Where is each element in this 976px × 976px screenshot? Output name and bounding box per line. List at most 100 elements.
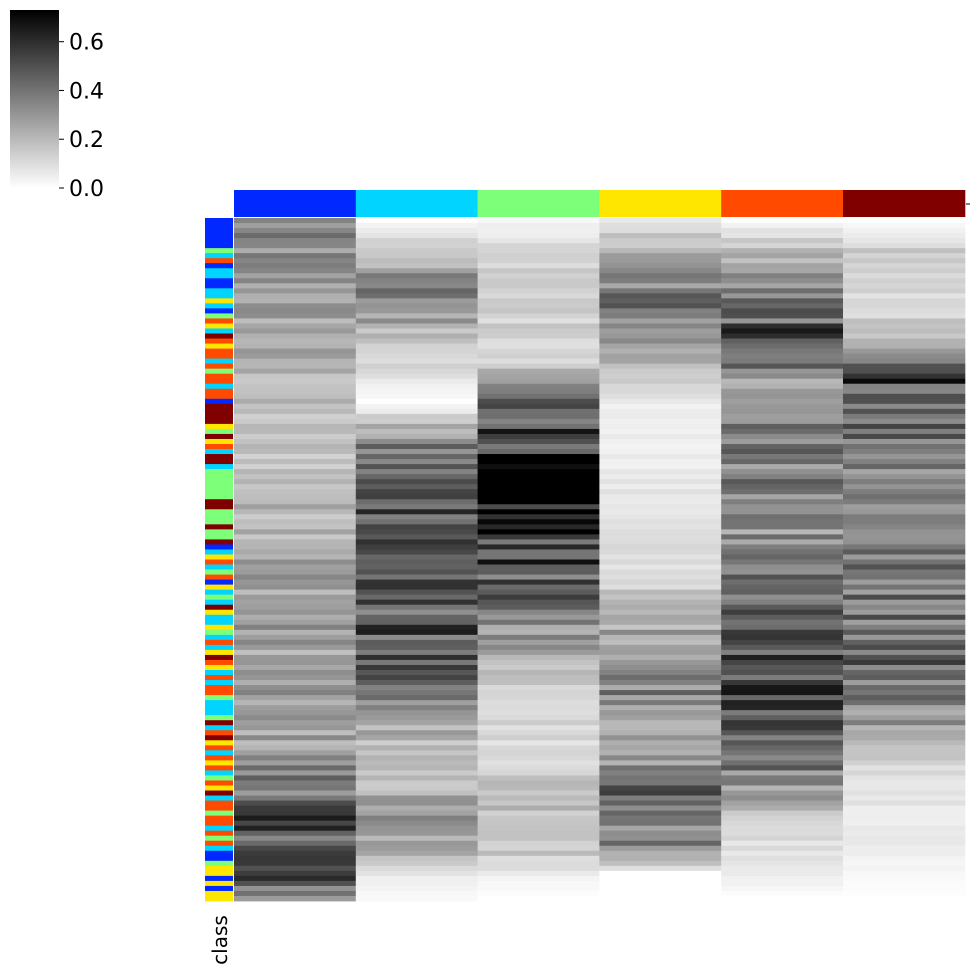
heatmap-cell [355,293,479,299]
heatmap-cell [721,373,844,380]
heatmap-cell [355,770,479,776]
row-class-color [205,880,233,887]
heatmap-cell [234,865,357,872]
heatmap-cell [355,228,479,234]
heatmap-cell [599,564,722,570]
heatmap-cell [843,855,966,862]
heatmap-cell [477,619,600,626]
heatmap-cell [234,664,357,671]
row-class-color [205,398,233,405]
heatmap-cell [721,629,844,636]
row-class-color [205,760,233,766]
heatmap-cell [843,700,966,706]
heatmap-cell [721,459,844,465]
heatmap-cell [234,293,357,299]
heatmap-cell [355,720,479,726]
heatmap-cell [599,574,722,580]
row-class-color [205,720,233,726]
heatmap-cell [477,830,600,837]
heatmap-cell [234,710,357,716]
heatmap-cell [234,353,357,360]
heatmap-cell [599,845,722,852]
heatmap-cell [599,218,722,224]
heatmap-cell [599,433,722,440]
heatmap-cell [599,368,722,375]
heatmap-cell [843,830,966,837]
heatmap-cell [721,363,844,370]
heatmap-cell [355,248,479,254]
heatmap-cell [599,428,722,435]
heatmap-cell [721,855,844,862]
heatmap-cell [599,760,722,766]
heatmap-cell [843,383,966,390]
heatmap-cell [599,609,722,616]
heatmap-cell [477,735,600,741]
heatmap-cell [234,433,357,440]
heatmap-cell [599,263,722,269]
heatmap-cell [355,308,479,314]
heatmap-cell [599,830,722,837]
heatmap-cell [355,740,479,746]
heatmap-cell [477,654,600,661]
heatmap-cell [599,253,722,259]
heatmap-cell [477,443,600,450]
column-class-color [843,190,966,217]
row-class-color [205,725,233,731]
heatmap-cell [477,700,600,706]
heatmap-cell [843,278,966,284]
heatmap-cell [355,479,479,485]
heatmap-cell [477,659,600,666]
heatmap-cell [599,484,722,490]
heatmap-cell [721,845,844,852]
heatmap-cell [721,785,844,791]
heatmap-cell [355,514,479,520]
heatmap-cell [599,258,722,264]
row-class-color [205,288,233,299]
heatmap-cell [355,805,479,812]
heatmap-cell [234,328,357,334]
column-class-color [234,190,357,217]
row-class-color [205,875,233,882]
heatmap-cell [234,810,357,817]
heatmap-cell [234,855,357,862]
row-class-color [205,554,233,560]
heatmap-cell [843,454,966,460]
heatmap-cell [355,494,479,500]
heatmap-cell [599,408,722,415]
heatmap-cell [843,514,966,520]
heatmap-cell [355,644,479,651]
row-class-color [205,755,233,761]
heatmap-cell [843,263,966,269]
heatmap-cell [355,454,479,460]
row-class-color [205,549,233,555]
heatmap-cell [843,750,966,756]
row-class-color [205,599,233,606]
heatmap-cell [599,474,722,480]
heatmap-cell [477,860,600,867]
heatmap-cell [843,423,966,430]
heatmap-cell [599,459,722,465]
heatmap-cell [355,745,479,751]
heatmap-cell [599,554,722,560]
heatmap-cell [355,388,479,395]
heatmap-cell [843,594,966,601]
heatmap-cell [234,459,357,465]
heatmap-cell [721,378,844,385]
heatmap-cell [355,243,479,249]
heatmap-cell [599,273,722,279]
row-class-color [205,383,233,390]
heatmap-cell [843,268,966,274]
heatmap-cell [843,343,966,349]
heatmap-cell [477,820,600,827]
heatmap-cell [721,880,844,887]
heatmap-cell [721,584,844,591]
row-class-color [205,680,233,686]
heatmap-cell [721,574,844,580]
heatmap-cell [234,715,357,721]
heatmap-cell [843,474,966,480]
heatmap-cell [355,288,479,294]
heatmap-cell [234,584,357,591]
heatmap-cell [599,589,722,596]
row-class-color [205,438,233,445]
heatmap-cell [721,885,844,892]
